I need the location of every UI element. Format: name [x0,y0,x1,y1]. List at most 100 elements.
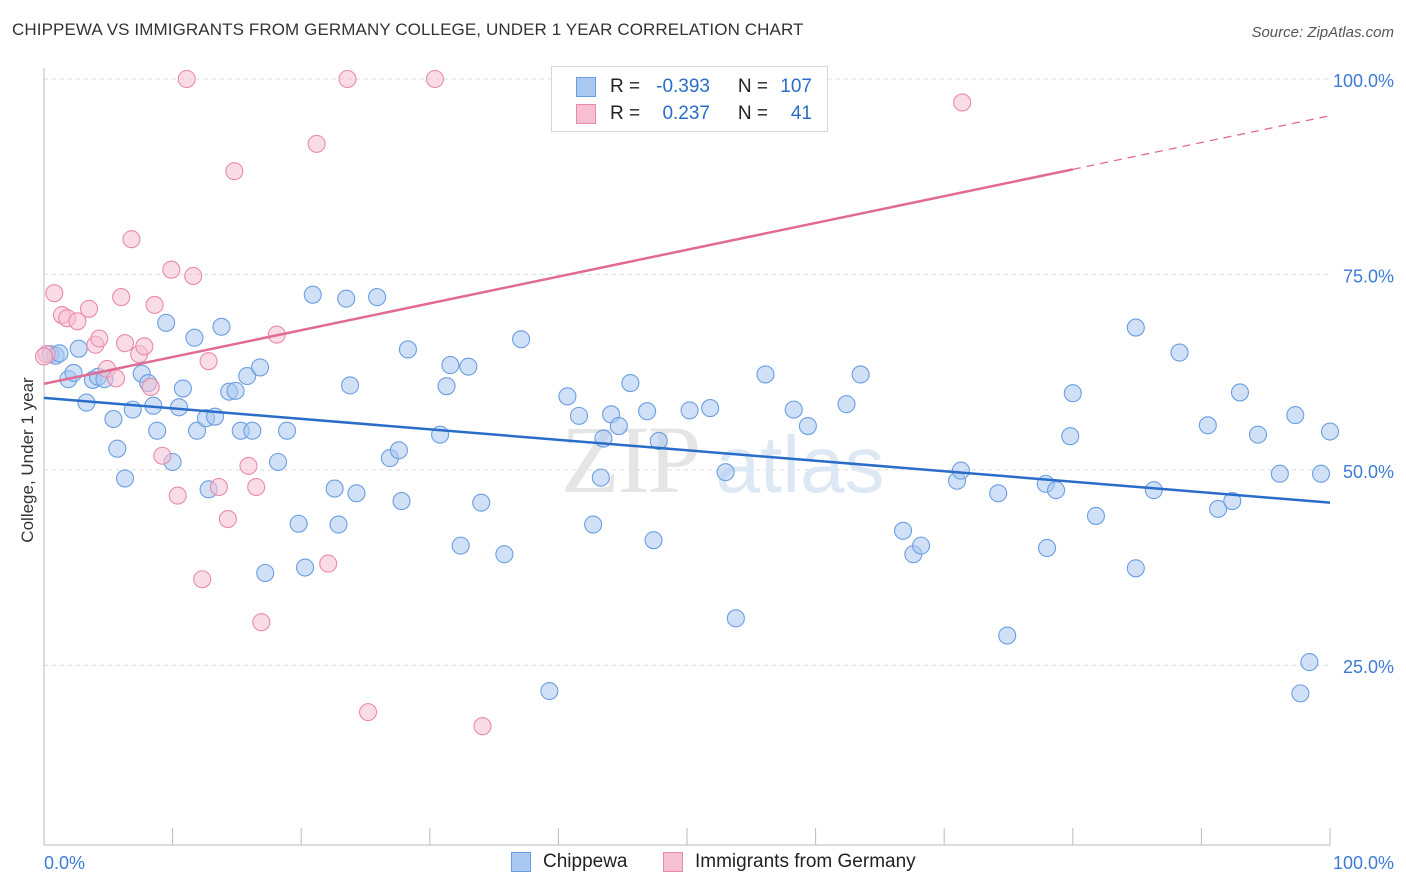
data-point [90,329,109,348]
data-point [649,431,668,450]
data-point [1198,416,1217,435]
data-point [193,570,212,589]
data-point [199,352,218,371]
data-point [459,357,478,376]
data-point [680,401,699,420]
data-point [1126,559,1145,578]
data-point [115,469,135,488]
data-point [1230,383,1250,402]
data-point [112,288,131,307]
data-point [540,681,559,701]
data-point [472,493,491,512]
data-point [425,69,444,89]
data-point [359,703,378,722]
data-point [1291,684,1310,703]
data-point [338,69,357,89]
data-point [79,299,99,318]
data-point [69,339,88,358]
legend-row-germany: R = 0.237 N = 41 [552,99,812,129]
data-point [989,484,1008,503]
data-point [329,515,348,534]
data-point [122,230,141,249]
data-point [1038,538,1057,558]
data-point [319,554,338,573]
data-point [239,456,258,475]
data-point [701,399,720,418]
data-point [173,379,192,398]
series-legend: Chippewa Immigrants from Germany [0,851,1406,877]
data-point [1248,425,1268,444]
data-point [644,531,663,550]
data-point [798,416,817,436]
axes [43,68,1331,846]
data-point [218,510,237,529]
data-point [115,334,135,353]
data-point [247,477,266,497]
data-point [226,381,245,400]
data-point [1270,464,1289,483]
data-point [148,421,167,440]
data-point [893,521,913,540]
chart-title: CHIPPEWA VS IMMIGRANTS FROM GERMANY COLL… [12,20,804,39]
data-point [389,441,408,460]
trend-line-germany-extension [1072,115,1331,170]
series-swatch-chippewa [511,852,531,872]
x-tick-label: 0.0% [44,853,85,873]
legend-n-value: 41 [790,103,812,124]
data-point [185,328,204,347]
data-point [157,313,176,332]
series-legend-germany[interactable]: Immigrants from Germany [663,851,916,873]
legend-n-label: N = [737,103,768,124]
data-point [1061,427,1080,446]
data-point [512,330,531,349]
data-point [347,484,366,503]
series-swatch-germany [663,852,683,872]
data-point [495,545,514,564]
data-point [437,377,456,396]
data-point [1126,318,1145,337]
data-point [135,337,154,356]
legend-r-value: 0.237 [662,103,710,124]
data-point [473,717,492,736]
data-point [851,365,870,384]
series-label-germany: Immigrants from Germany [695,851,916,872]
data-point [337,289,356,308]
data-point [278,421,297,440]
x-tick-label: 100.0% [1333,853,1394,873]
series-legend-chippewa[interactable]: Chippewa [511,851,628,873]
legend-n-value: 107 [780,76,812,97]
legend-row-chippewa: R = -0.393 N = 107 [552,72,812,102]
data-point [145,295,164,314]
data-point [184,266,203,286]
data-point [269,452,288,472]
data-point [591,468,610,487]
data-point [325,479,344,498]
data-point [837,395,856,414]
series-germany-points [34,69,972,736]
data-point [34,347,54,366]
legend-swatch-chippewa [576,77,596,97]
data-point [225,162,244,181]
data-point [1320,422,1340,441]
data-point [621,374,640,393]
y-tick-label: 25.0% [1343,657,1394,677]
data-point [238,366,257,386]
data-point [1286,406,1305,425]
x-tick-labels: 0.0% 100.0% [44,853,1394,873]
data-point [104,409,123,429]
data-point [726,609,745,628]
data-point [153,446,172,465]
data-point [716,463,735,482]
y-axis-label: College, Under 1 year [18,377,37,543]
data-point [256,563,275,583]
data-point [1223,492,1242,511]
data-point [609,416,628,436]
data-point [998,626,1017,645]
data-point [108,439,127,458]
data-point [398,340,417,359]
data-point [341,376,360,395]
scatter-points [34,69,1340,736]
legend-swatch-germany [576,104,596,124]
legend-r-label: R = [610,76,641,97]
